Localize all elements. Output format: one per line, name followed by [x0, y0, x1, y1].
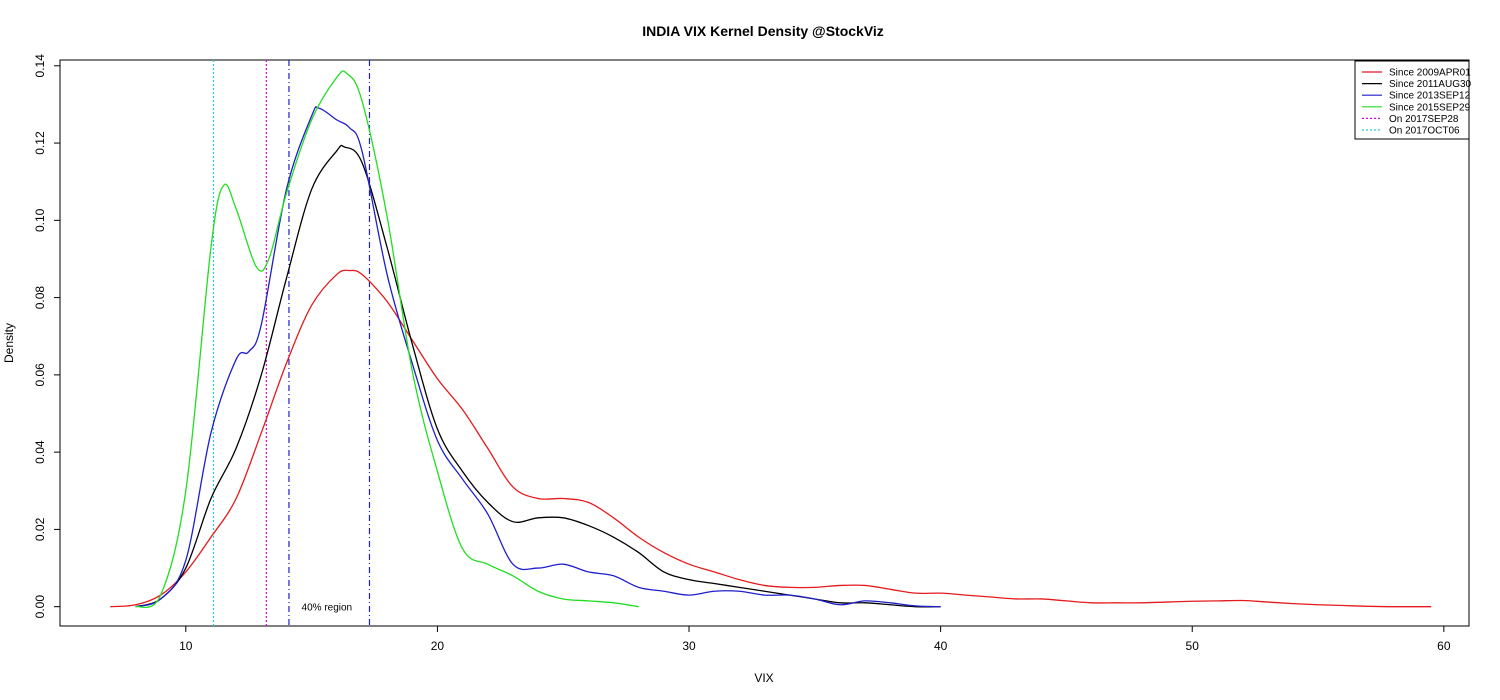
density-curve — [135, 106, 941, 608]
legend-label: On 2017OCT06 — [1389, 126, 1460, 137]
y-tick-label: 0.10 — [33, 208, 47, 232]
x-tick-label: 30 — [682, 639, 696, 653]
legend-label: Since 2013SEP12 — [1389, 91, 1471, 102]
legend-label: Since 2009APR01 — [1389, 68, 1471, 79]
density-curve — [110, 269, 1432, 608]
y-tick-label: 0.00 — [33, 595, 47, 619]
legend-label: Since 2011AUG30 — [1389, 79, 1472, 90]
y-tick-label: 0.02 — [33, 517, 47, 541]
legend-label: On 2017SEP28 — [1389, 114, 1459, 125]
axes: 10 20 30 40 50 60 0.00 0.02 0.04 0.06 0.08 0.10 0.12… — [33, 54, 1451, 653]
legend-box — [1354, 60, 1470, 140]
density-curve — [135, 144, 941, 608]
x-tick-label: 20 — [431, 639, 445, 653]
x-tick-label: 50 — [1186, 639, 1200, 653]
x-tick-label: 10 — [179, 639, 193, 653]
annotation-40pct-region: 40% region — [302, 603, 353, 614]
y-tick-label: 0.14 — [33, 54, 47, 78]
y-tick-label: 0.04 — [33, 440, 47, 464]
y-tick-label: 0.08 — [33, 286, 47, 310]
legend-label: Since 2015SEP29 — [1389, 102, 1471, 113]
y-tick-label: 0.12 — [33, 131, 47, 155]
y-axis-label: Density — [2, 323, 16, 363]
vertical-markers — [212, 60, 371, 626]
density-curve — [135, 70, 639, 609]
density-curves — [110, 70, 1432, 609]
chart-title: INDIA VIX Kernel Density @StockViz — [642, 23, 884, 39]
x-tick-label: 40 — [934, 639, 948, 653]
plot-frame — [59, 59, 1470, 627]
y-tick-label: 0.06 — [33, 363, 47, 387]
x-tick-label: 60 — [1437, 639, 1451, 653]
x-axis-label: VIX — [754, 671, 773, 685]
